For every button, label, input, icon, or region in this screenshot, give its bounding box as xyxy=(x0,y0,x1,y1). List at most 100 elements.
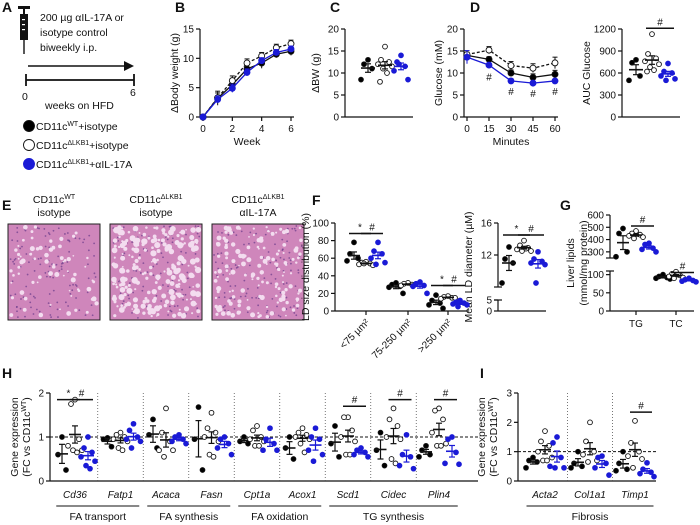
data-point xyxy=(81,445,87,451)
data-point xyxy=(290,456,297,462)
nucleus xyxy=(83,238,86,241)
lipid-droplet xyxy=(155,226,159,230)
lipid-droplet xyxy=(180,313,187,319)
data-point xyxy=(630,464,636,471)
nucleus xyxy=(216,274,218,277)
nucleus xyxy=(87,277,90,280)
lipid-droplet xyxy=(59,236,64,241)
lipid-droplet xyxy=(113,244,117,248)
nucleus xyxy=(72,283,74,286)
data-point xyxy=(63,467,69,473)
lipid-droplet xyxy=(187,264,190,267)
lipid-droplet xyxy=(134,258,139,264)
nucleus xyxy=(137,316,139,319)
dose-text: isotype control xyxy=(40,27,108,39)
category-label: >250 µm² xyxy=(416,317,454,355)
data-point xyxy=(274,447,280,454)
lipid-droplet xyxy=(124,285,128,289)
lipid-droplet xyxy=(23,224,28,230)
nucleus xyxy=(48,265,51,268)
lipid-droplet xyxy=(274,282,279,286)
lipid-droplet xyxy=(275,231,278,234)
lipid-droplet xyxy=(156,258,159,262)
nucleus xyxy=(289,259,292,262)
data-point xyxy=(258,57,266,65)
significance-label: # xyxy=(79,389,85,400)
nucleus xyxy=(221,231,223,234)
lipid-droplet xyxy=(283,271,285,274)
lipid-droplet xyxy=(231,295,236,299)
y-tick-label: 0 xyxy=(333,113,339,124)
nucleus xyxy=(64,233,66,235)
lipid-droplet xyxy=(138,268,141,271)
lipid-droplet xyxy=(216,235,222,241)
y-tick-label: 16 xyxy=(481,219,493,230)
nucleus xyxy=(240,230,243,233)
lipid-droplet xyxy=(282,281,284,284)
lipid-droplet xyxy=(228,273,231,275)
data-point xyxy=(656,61,662,68)
nucleus xyxy=(47,232,50,234)
lipid-droplet xyxy=(262,258,268,264)
image-subtitle: isotype xyxy=(37,207,70,219)
y-tick-label: 0 xyxy=(486,307,492,318)
gene-label: Cpt1a xyxy=(244,490,271,501)
data-point xyxy=(377,429,384,436)
lipid-droplet xyxy=(195,226,202,233)
y-tick-label: 5 xyxy=(188,83,194,94)
lipid-droplet xyxy=(241,261,246,267)
nucleus xyxy=(25,253,28,255)
y-tick-label: 500 xyxy=(587,223,604,234)
nucleus xyxy=(164,236,167,238)
nucleus xyxy=(237,266,239,268)
lipid-droplet xyxy=(94,301,99,306)
nucleus xyxy=(131,312,133,314)
data-point xyxy=(250,427,256,434)
nucleus xyxy=(52,289,55,292)
lipid-droplet xyxy=(153,226,156,230)
data-point xyxy=(575,448,581,455)
lipid-droplet xyxy=(91,296,97,302)
nucleus xyxy=(293,312,296,314)
lipid-droplet xyxy=(252,227,255,230)
lipid-droplet xyxy=(134,288,137,291)
lipid-droplet xyxy=(163,270,166,273)
y-tick-label: 80 xyxy=(318,236,330,247)
data-point xyxy=(620,448,626,455)
lipid-droplet xyxy=(252,233,256,237)
data-point xyxy=(373,261,379,268)
data-point xyxy=(651,67,657,73)
lipid-droplet xyxy=(167,235,170,238)
lipid-droplet xyxy=(190,300,197,307)
lipid-droplet xyxy=(257,284,260,287)
lipid-droplet xyxy=(157,285,162,290)
lipid-droplet xyxy=(194,291,201,298)
nucleus xyxy=(288,251,291,254)
significance-label: * xyxy=(440,274,444,285)
panel-letter: C xyxy=(330,0,340,15)
lipid-droplet xyxy=(220,311,226,316)
syringe-plunger xyxy=(18,6,30,9)
lipid-droplet xyxy=(281,297,286,302)
nucleus xyxy=(233,298,236,300)
nucleus xyxy=(84,314,87,316)
nucleus xyxy=(167,285,169,288)
y-tick-label: 600 xyxy=(599,69,616,80)
y-tick-label: 20 xyxy=(447,25,459,36)
lipid-droplet xyxy=(142,299,147,304)
data-point xyxy=(161,453,167,460)
lipid-droplet xyxy=(230,312,236,318)
lipid-droplet xyxy=(281,290,286,295)
lipid-droplet xyxy=(38,275,42,279)
lipid-droplet xyxy=(228,290,231,293)
legend-item: CD11cΔLKB1+isotype xyxy=(36,140,129,152)
nucleus xyxy=(263,277,266,280)
nucleus xyxy=(224,305,226,307)
nucleus xyxy=(281,249,284,252)
lipid-droplet xyxy=(17,272,21,275)
data-point xyxy=(633,228,639,234)
nucleus xyxy=(230,267,233,270)
image-title: CD11cWT xyxy=(33,194,76,206)
data-point xyxy=(625,453,631,459)
data-point xyxy=(672,76,678,82)
